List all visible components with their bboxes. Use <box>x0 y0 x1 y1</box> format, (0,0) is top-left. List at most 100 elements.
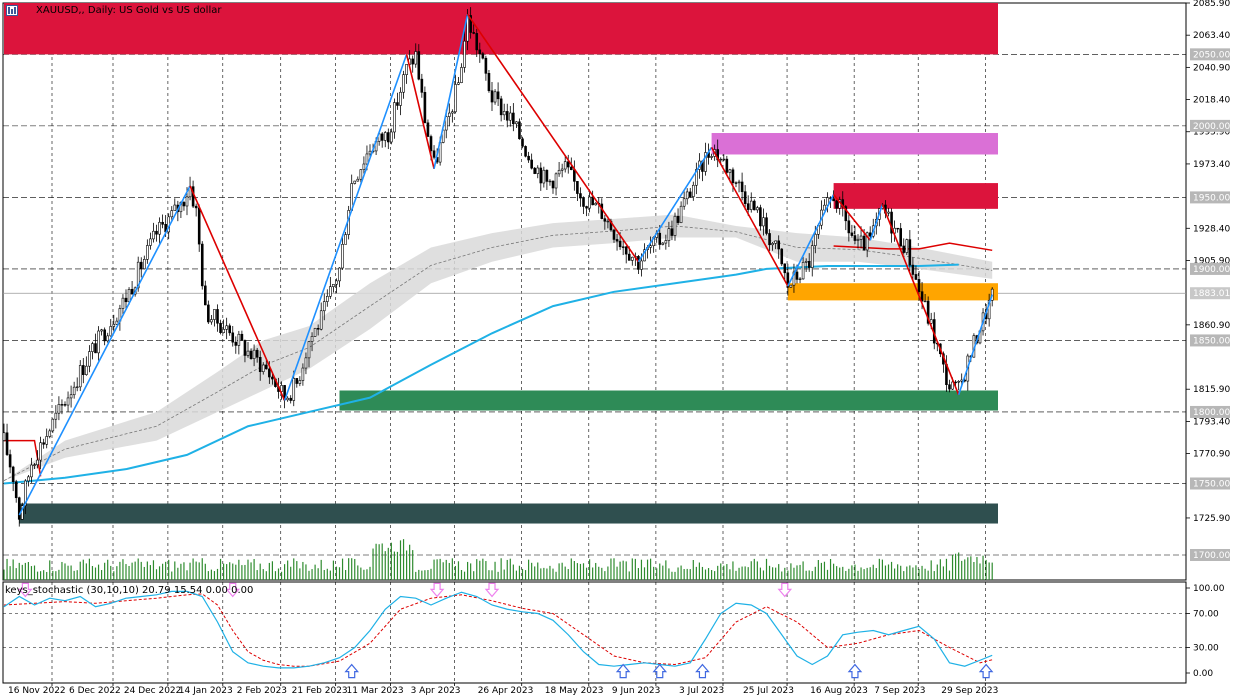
candle-body <box>94 343 97 354</box>
candle-body <box>173 204 177 211</box>
candle-body <box>835 200 838 209</box>
x-tick-label: 16 Aug 2023 <box>810 686 868 696</box>
candle-body <box>847 220 851 234</box>
indicator-label: keys_stochastic (30,10,10) 20.79 15.54 0… <box>5 585 254 596</box>
candle-body <box>261 364 265 372</box>
candle-body <box>472 32 476 34</box>
candle-body <box>48 430 52 437</box>
candle-body <box>365 153 369 165</box>
candle-body <box>106 335 109 342</box>
candle-body <box>725 158 729 173</box>
candle-body <box>618 240 622 248</box>
candle-body <box>899 228 903 247</box>
candle-body <box>813 233 817 246</box>
zigzag-segment <box>787 194 835 287</box>
zone-rect <box>19 503 998 524</box>
candle-body <box>679 205 683 223</box>
candle-body <box>890 211 893 234</box>
candle-body <box>72 386 76 396</box>
candle-body <box>905 239 909 253</box>
candle-body <box>286 397 289 401</box>
candle-body <box>777 240 781 250</box>
candle-body <box>774 240 777 244</box>
candle-body <box>902 245 906 253</box>
candle-body <box>402 74 405 93</box>
zigzag-segment <box>881 204 960 396</box>
candle-body <box>121 297 125 309</box>
candle-body <box>228 325 231 334</box>
x-tick-label: 29 Sep 2023 <box>941 686 998 696</box>
x-tick-label: 21 Feb 2023 <box>292 686 348 696</box>
candle-body <box>951 381 954 390</box>
indicator-window-icon[interactable] <box>6 5 33 16</box>
candle-body <box>454 84 457 113</box>
candle-body <box>307 341 311 359</box>
candle-body <box>264 364 268 370</box>
candle-body <box>237 333 241 346</box>
zone-rect <box>833 183 998 209</box>
candle-body <box>640 260 643 270</box>
y-tick-label: 1860.90 <box>1193 321 1230 331</box>
x-tick-label: 11 Mar 2023 <box>347 686 404 696</box>
candle-body <box>54 412 58 420</box>
candle-body <box>624 246 628 255</box>
candle-body <box>8 454 12 468</box>
candle-body <box>161 221 164 225</box>
candle-body <box>566 161 570 168</box>
candle-body <box>719 158 723 161</box>
candle-body <box>859 235 863 240</box>
candle-body <box>752 200 756 211</box>
candle-body <box>490 90 494 103</box>
candle-body <box>469 15 472 33</box>
zigzag-segment <box>637 146 713 263</box>
candle-body <box>554 173 558 189</box>
zigzag-segment <box>433 14 469 169</box>
candle-body <box>57 404 61 414</box>
y-tick-label: 1928.40 <box>1193 224 1230 234</box>
price-tag-label: 2000.00 <box>1193 122 1230 132</box>
candle-body <box>460 67 463 83</box>
candle-body <box>289 397 293 401</box>
candle-body <box>210 319 213 323</box>
candle-body <box>368 150 372 155</box>
candle-body <box>243 340 247 356</box>
candle-body <box>926 300 930 324</box>
candle-body <box>310 336 314 342</box>
candle-body <box>551 180 555 189</box>
candle-body <box>664 240 668 244</box>
candle-body <box>691 184 695 197</box>
candle-body <box>444 116 448 131</box>
zigzag-segment <box>283 54 408 401</box>
candle-body <box>658 232 662 245</box>
candle-body <box>512 112 515 125</box>
candle-body <box>136 261 140 289</box>
candle-body <box>783 263 787 274</box>
bollinger-band <box>4 214 993 481</box>
candle-body <box>667 228 671 241</box>
y-tick-label: 2040.90 <box>1193 63 1230 73</box>
candle-body <box>563 161 567 170</box>
candle-body <box>987 300 991 320</box>
y-tick-label: 1815.90 <box>1193 385 1230 395</box>
candle-body <box>493 91 497 103</box>
candle-body <box>75 386 79 388</box>
x-tick-label: 2 Feb 2023 <box>237 686 287 696</box>
candle-body <box>914 274 918 280</box>
candle-body <box>615 239 619 242</box>
price-tag-box <box>1190 405 1230 418</box>
candle-body <box>850 232 854 236</box>
candle-body <box>746 203 750 210</box>
candle-body <box>155 230 158 235</box>
candle-body <box>66 397 70 406</box>
candle-body <box>69 394 73 399</box>
price-axis: 2085.90 2063.40 2040.90 2018.40 1995.90 1973.… <box>1186 0 1230 561</box>
candle-body <box>481 53 485 59</box>
candle-body <box>386 132 390 143</box>
candle-body <box>685 191 689 200</box>
candle-body <box>478 49 482 54</box>
chart-header: XAUUSD,, Daily: US Gold vs US dollar <box>6 5 221 16</box>
candle-body <box>39 442 42 461</box>
candle-body <box>759 207 762 227</box>
candle-body <box>222 329 225 333</box>
candle-body <box>457 82 460 85</box>
